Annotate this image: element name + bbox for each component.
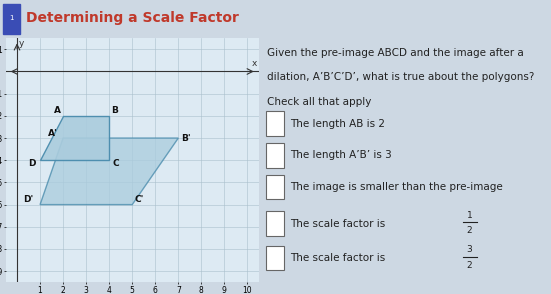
Text: B: B — [111, 106, 118, 115]
Text: dilation, A’B’C’D’, what is true about the polygons?: dilation, A’B’C’D’, what is true about t… — [267, 72, 534, 82]
Text: Given the pre-image ABCD and the image after a: Given the pre-image ABCD and the image a… — [267, 48, 524, 58]
FancyBboxPatch shape — [266, 111, 284, 136]
Text: A': A' — [48, 129, 58, 138]
Text: D': D' — [24, 195, 34, 203]
Polygon shape — [40, 138, 179, 205]
Text: The scale factor is: The scale factor is — [290, 219, 388, 229]
Bar — [3, 4, 20, 34]
FancyBboxPatch shape — [266, 246, 284, 270]
Text: The length AB is 2: The length AB is 2 — [290, 118, 385, 129]
Text: 3: 3 — [467, 245, 473, 254]
Polygon shape — [40, 116, 109, 160]
FancyBboxPatch shape — [266, 175, 284, 199]
Text: B': B' — [182, 133, 191, 143]
Text: x: x — [252, 59, 257, 68]
Text: y: y — [19, 39, 24, 48]
Text: C': C' — [134, 195, 144, 203]
Text: D: D — [28, 159, 36, 168]
Text: C: C — [113, 159, 120, 168]
Text: The length A’B’ is 3: The length A’B’ is 3 — [290, 150, 392, 160]
Text: 2: 2 — [467, 226, 472, 235]
FancyBboxPatch shape — [266, 143, 284, 168]
Text: The scale factor is: The scale factor is — [290, 253, 388, 263]
FancyBboxPatch shape — [266, 211, 284, 236]
Text: A: A — [54, 106, 61, 115]
Text: Check all that apply: Check all that apply — [267, 97, 372, 107]
Text: The image is smaller than the pre-image: The image is smaller than the pre-image — [290, 182, 503, 192]
Text: 2: 2 — [467, 261, 472, 270]
Text: Determining a Scale Factor: Determining a Scale Factor — [26, 11, 239, 25]
Text: 1: 1 — [9, 15, 14, 21]
Text: 1: 1 — [467, 211, 473, 220]
